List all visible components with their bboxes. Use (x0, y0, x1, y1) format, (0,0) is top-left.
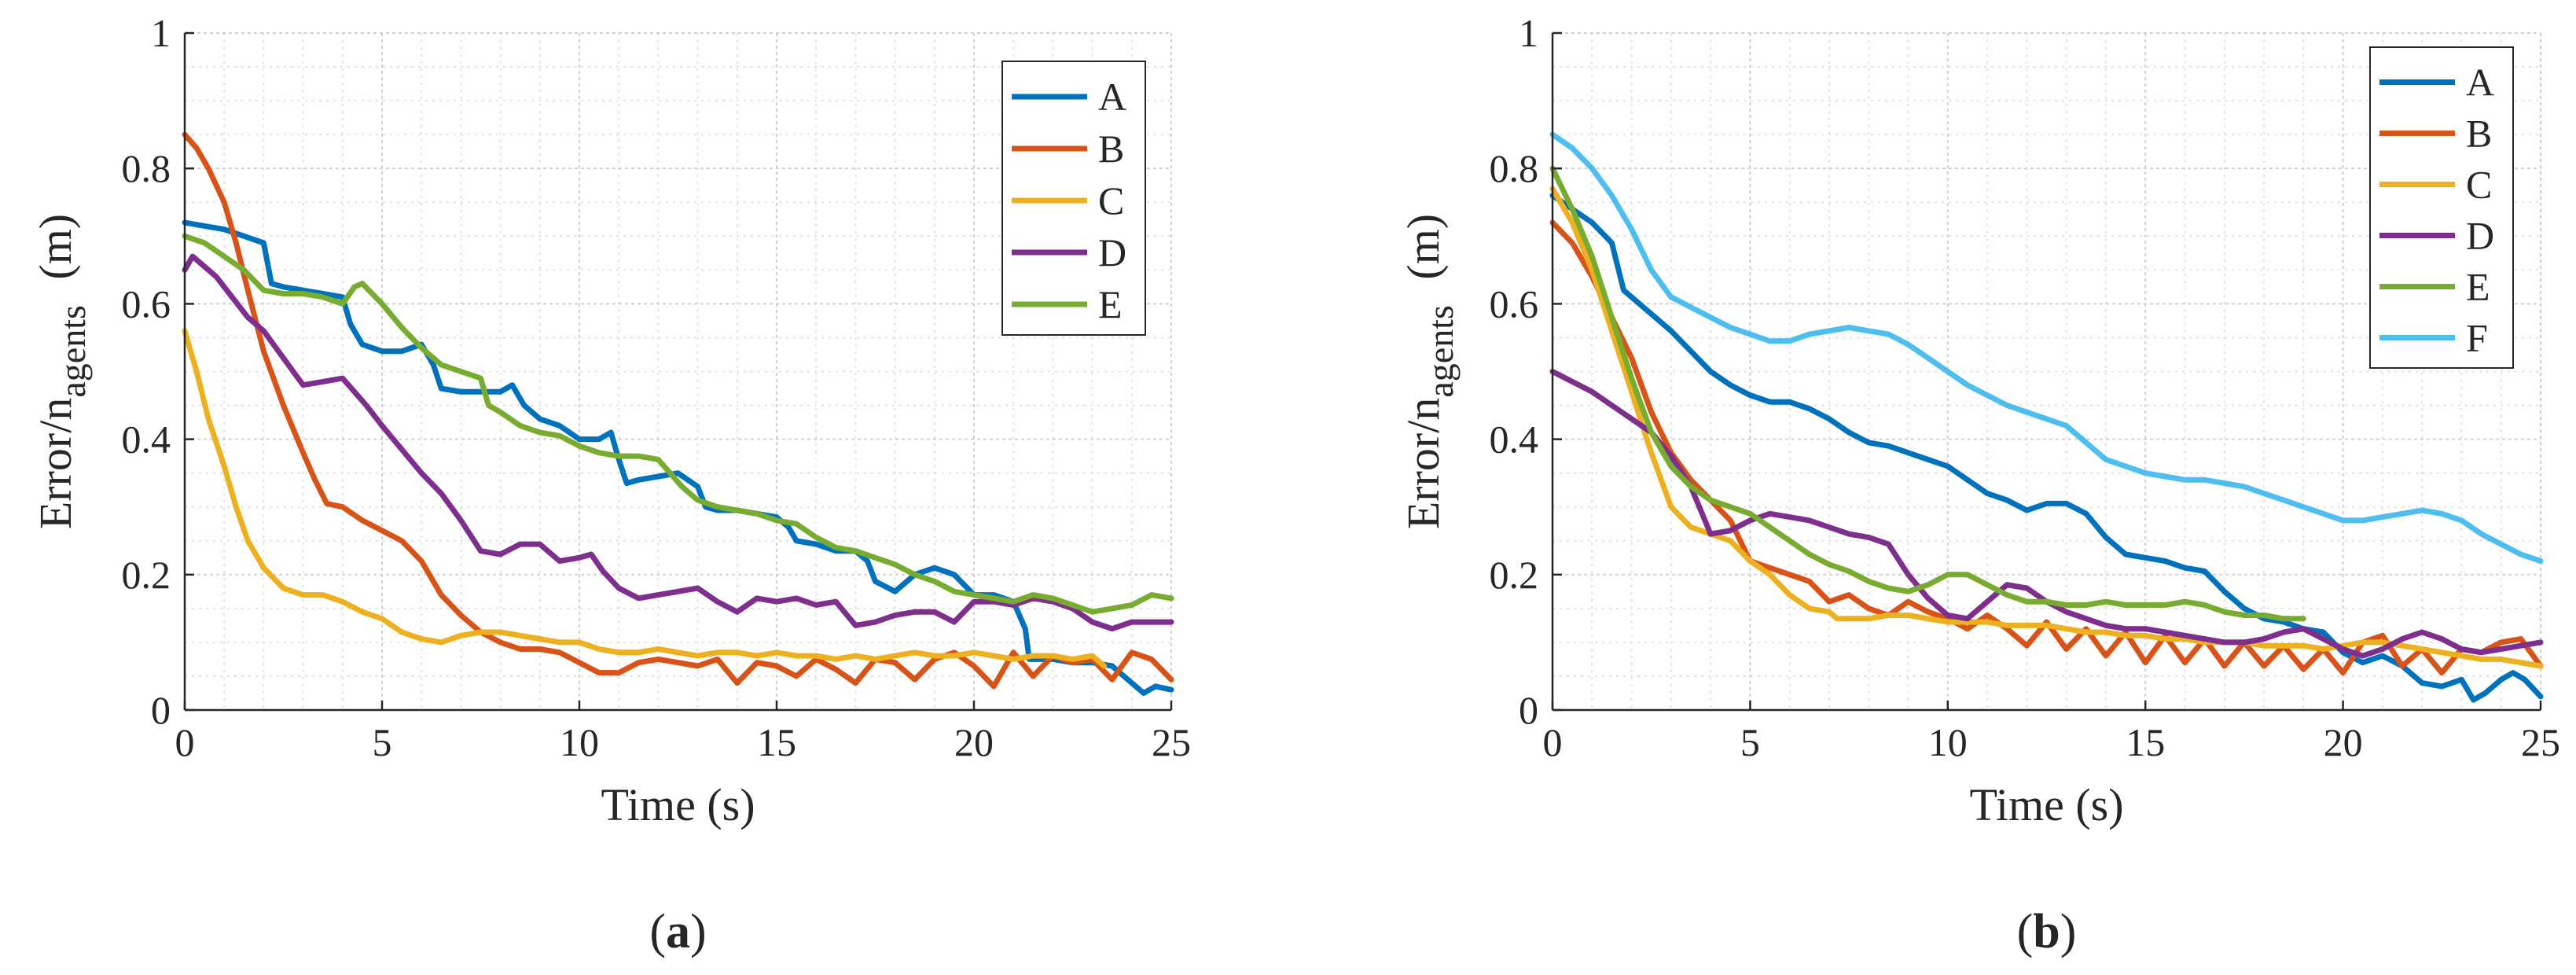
y-tick-label: 0.4 (1490, 418, 1539, 462)
legend-label-c: C (1098, 178, 1124, 223)
legend-label-e: E (1098, 282, 1123, 326)
y-axis-label: Error/nagents (m) (1398, 214, 1461, 529)
y-axis-label-main: Error/n (1398, 398, 1449, 530)
series-line-e (182, 233, 1174, 615)
x-tick-label: 10 (1928, 720, 1968, 764)
y-tick-label: 0 (151, 688, 171, 732)
y-axis-label-unit: (m) (30, 214, 81, 291)
x-tick-label: 20 (2324, 720, 2363, 764)
series-line-c (1549, 186, 2544, 669)
x-tick-label: 10 (560, 720, 599, 764)
y-tick-label: 0.6 (1490, 281, 1539, 326)
y-tick-label: 0.2 (122, 553, 171, 597)
legend-label-e: E (2466, 265, 2490, 309)
x-tick-label: 25 (1152, 720, 1191, 764)
legend-label-b: B (1098, 127, 1124, 171)
y-axis-label-unit: (m) (1398, 214, 1449, 291)
panel-caption-letter: b (2033, 905, 2060, 958)
x-tick-label: 0 (175, 720, 195, 764)
y-tick-label: 0.2 (1490, 553, 1539, 597)
y-tick-label: 0 (1519, 688, 1538, 732)
series-line-b (182, 131, 1174, 690)
legend-label-f: F (2466, 316, 2488, 360)
y-tick-label: 0.6 (122, 281, 171, 326)
series-line-e (1549, 165, 2306, 622)
x-tick-label: 5 (373, 720, 392, 764)
legend-label-d: D (1098, 230, 1126, 274)
x-axis-label: Time (s) (1969, 779, 2123, 830)
x-tick-label: 20 (954, 720, 994, 764)
y-tick-label: 0.8 (1490, 146, 1539, 190)
series-line-c (182, 328, 1108, 669)
panel-caption-letter: a (666, 905, 690, 958)
series-line-d (182, 253, 1174, 632)
y-axis-label: Error/nagents (m) (30, 214, 93, 529)
legend-box (2369, 46, 2514, 369)
x-tick-label: 0 (1543, 720, 1563, 764)
x-axis-label: Time (s) (601, 779, 755, 830)
legend-label-b: B (2466, 112, 2492, 156)
y-axis-label-subscript: agents (1420, 305, 1461, 398)
y-tick-label: 0.4 (122, 418, 171, 462)
y-axis-label-main: Error/n (30, 398, 81, 530)
legend-label-c: C (2466, 163, 2492, 207)
panel-caption: (a) (649, 905, 706, 958)
x-tick-label: 15 (757, 720, 796, 764)
legend-label-a: A (1098, 75, 1126, 119)
y-tick-label: 1 (1519, 11, 1538, 55)
y-tick-label: 1 (151, 11, 171, 55)
panel-caption: (b) (2017, 905, 2077, 958)
series-line-a (1549, 193, 2544, 703)
y-tick-label: 0.8 (122, 146, 171, 190)
series-line-b (1549, 219, 2544, 676)
legend-label-a: A (2466, 61, 2494, 105)
panel-b: 0 5 10 15 20 25 0 0.2 0.4 0.6 0.8 1 Time (s) Error/na… (1398, 11, 2560, 958)
x-tick-label: 15 (2126, 720, 2165, 764)
legend-label-d: D (2466, 214, 2494, 258)
x-tick-label: 25 (2521, 720, 2560, 764)
x-tick-label: 5 (1740, 720, 1760, 764)
series-line-f (1549, 131, 2544, 565)
y-axis-label-subscript: agents (53, 305, 93, 398)
